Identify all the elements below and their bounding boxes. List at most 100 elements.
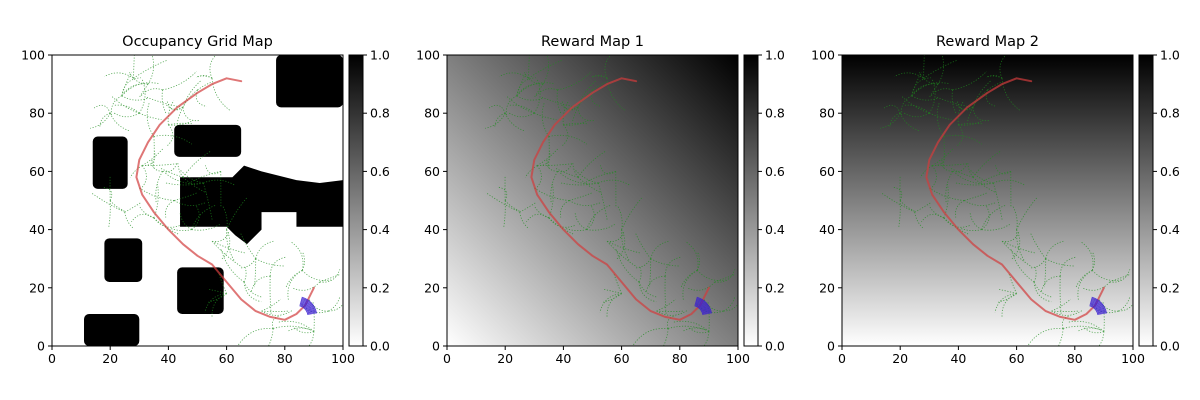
tree-branch <box>1012 205 1018 230</box>
tree-branch <box>243 265 247 283</box>
tree-branch <box>142 151 156 166</box>
sample-trajectory <box>694 304 705 315</box>
colorbar-tick-label: 0.2 <box>370 280 390 295</box>
tree-branch <box>524 72 544 85</box>
tree-branch <box>243 281 262 303</box>
tree-branch <box>168 121 192 126</box>
reward-map-background <box>447 55 738 346</box>
tree-branch <box>271 315 281 329</box>
tree-branch <box>945 171 953 203</box>
tree-branch <box>950 167 974 178</box>
x-tick-label: 40 <box>950 351 966 366</box>
y-tick-label: 80 <box>424 106 440 121</box>
tree-branch <box>964 192 988 201</box>
chart-title: Reward Map 2 <box>936 34 1039 50</box>
tree-branch <box>533 79 541 114</box>
tree-branch <box>1102 300 1105 332</box>
tree-branch <box>138 83 149 99</box>
tree-branch <box>243 281 263 298</box>
sample-trajectory <box>299 304 310 315</box>
tree-branch <box>550 171 558 203</box>
tree-branch <box>590 75 608 79</box>
tree-branch <box>109 200 125 212</box>
tree-branch <box>586 224 616 231</box>
tree-branch <box>967 162 974 178</box>
tree-branch <box>109 113 131 132</box>
obstacle-6 <box>177 267 224 314</box>
tree-branch <box>936 96 974 108</box>
chart-title: Reward Map 1 <box>541 34 644 50</box>
tree-branch <box>124 202 142 213</box>
tree-branch <box>899 200 915 212</box>
tree-branch <box>958 121 982 126</box>
tree-branch <box>638 265 642 283</box>
tree-branch <box>165 103 184 110</box>
y-tick-label: 60 <box>424 164 440 179</box>
tree-branch <box>204 293 227 313</box>
x-tick-label: 0 <box>838 351 846 366</box>
sample-trajectory <box>695 302 707 315</box>
tree-branch <box>663 328 669 346</box>
tree-branch <box>894 72 924 79</box>
tree-branch <box>133 60 167 79</box>
colorbar-tick-label: 1.0 <box>765 48 785 63</box>
tree-branch <box>577 176 602 194</box>
tree-branch <box>1067 320 1105 332</box>
tree-branch <box>195 75 213 79</box>
y-tick-label: 100 <box>811 48 835 63</box>
tree-branch <box>1080 241 1094 271</box>
obstacle-1 <box>276 55 343 108</box>
tree-branch <box>964 200 997 206</box>
tree-branch <box>486 192 520 213</box>
tree-branch <box>240 233 257 259</box>
sample-trajectory <box>301 296 317 314</box>
tree-branch <box>153 134 193 145</box>
tree-branch <box>932 151 946 166</box>
tree-branch <box>312 300 315 332</box>
sample-trajectory <box>696 296 712 314</box>
tree-branch <box>91 192 125 213</box>
y-tick-label: 100 <box>21 48 45 63</box>
tree-branch <box>202 182 213 221</box>
tree-branch <box>590 75 608 79</box>
tree-branch <box>1033 281 1052 303</box>
tree-branch <box>177 162 184 178</box>
tree-branch <box>932 163 967 166</box>
tree-branch <box>577 107 596 122</box>
sample-trajectory <box>694 303 706 315</box>
tree-branch <box>211 240 246 254</box>
tree-branch <box>937 55 945 85</box>
tree-branch <box>191 224 221 231</box>
tree-branch <box>585 171 616 183</box>
tree-branch <box>104 72 134 79</box>
tree-branch <box>563 121 587 126</box>
tree-branch <box>569 192 593 201</box>
tree-branch <box>929 112 952 121</box>
tree-branch <box>707 300 710 332</box>
tree-branch <box>524 165 538 178</box>
tree-branch <box>656 310 688 316</box>
best-path <box>135 77 315 321</box>
tree-branch <box>546 158 558 172</box>
tree-branch <box>638 281 657 303</box>
tree-branch <box>121 77 141 96</box>
colorbar-tick-label: 1.0 <box>1160 48 1180 63</box>
tree-branch <box>182 107 201 122</box>
tree-branch <box>129 165 143 178</box>
tree-branch <box>516 77 536 96</box>
colorbar-tick-label: 0.0 <box>765 339 785 354</box>
tree-branch <box>548 134 588 145</box>
colorbar-tick-label: 0.2 <box>1160 280 1180 295</box>
tree-branch <box>1001 293 1017 317</box>
y-tick-label: 80 <box>819 106 835 121</box>
sample-trajectory <box>696 297 711 314</box>
tree-branch <box>535 88 558 97</box>
tree-branch <box>526 213 550 223</box>
tree-branch <box>516 71 527 96</box>
x-tick-label: 100 <box>1121 351 1145 366</box>
tree-branch <box>1118 296 1131 312</box>
tree-branch <box>174 200 207 206</box>
tree-branch <box>972 107 991 122</box>
tree-branch <box>919 72 939 85</box>
